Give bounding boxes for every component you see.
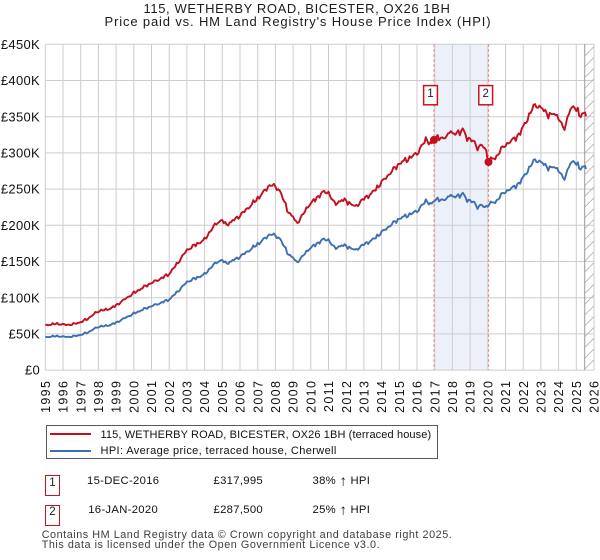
svg-text:2: 2 [482, 88, 488, 100]
svg-text:£100K: £100K [1, 290, 40, 305]
svg-text:1997: 1997 [74, 380, 88, 413]
svg-text:£150K: £150K [1, 254, 40, 269]
svg-text:2016: 2016 [411, 380, 425, 413]
svg-text:2003: 2003 [181, 380, 195, 413]
svg-text:2024: 2024 [552, 380, 566, 413]
svg-text:2010: 2010 [304, 380, 318, 413]
svg-text:£300K: £300K [1, 146, 40, 161]
svg-text:2012: 2012 [340, 380, 354, 413]
svg-text:1999: 1999 [110, 380, 124, 413]
svg-text:2025: 2025 [570, 380, 584, 413]
svg-text:2018: 2018 [446, 380, 460, 413]
svg-text:2002: 2002 [163, 380, 177, 413]
svg-text:1996: 1996 [57, 380, 71, 413]
svg-text:1: 1 [427, 88, 433, 100]
svg-text:2022: 2022 [517, 380, 531, 413]
svg-text:2008: 2008 [269, 380, 283, 413]
svg-text:1995: 1995 [39, 380, 53, 413]
svg-text:£400K: £400K [1, 73, 40, 88]
svg-text:2009: 2009 [287, 380, 301, 413]
svg-text:2021: 2021 [499, 380, 513, 413]
svg-text:2014: 2014 [375, 380, 389, 413]
svg-text:£50K: £50K [8, 327, 40, 342]
svg-text:2017: 2017 [428, 380, 442, 413]
svg-text:2000: 2000 [127, 380, 141, 413]
svg-text:£250K: £250K [1, 182, 40, 197]
svg-text:2004: 2004 [198, 380, 212, 413]
svg-text:2001: 2001 [145, 380, 159, 413]
svg-text:2011: 2011 [322, 380, 336, 412]
svg-text:2013: 2013 [358, 380, 372, 413]
svg-text:2026: 2026 [588, 380, 600, 413]
svg-text:2005: 2005 [216, 380, 230, 413]
svg-text:2023: 2023 [535, 380, 549, 413]
svg-text:1998: 1998 [92, 380, 106, 413]
svg-text:£450K: £450K [1, 37, 40, 52]
svg-text:2015: 2015 [393, 380, 407, 413]
svg-text:2006: 2006 [234, 380, 248, 413]
svg-text:2019: 2019 [464, 380, 478, 413]
svg-text:2020: 2020 [481, 380, 495, 413]
svg-text:2007: 2007 [251, 380, 265, 413]
svg-text:£0: £0 [25, 363, 40, 378]
svg-text:£200K: £200K [1, 218, 40, 233]
svg-text:£350K: £350K [1, 109, 40, 124]
